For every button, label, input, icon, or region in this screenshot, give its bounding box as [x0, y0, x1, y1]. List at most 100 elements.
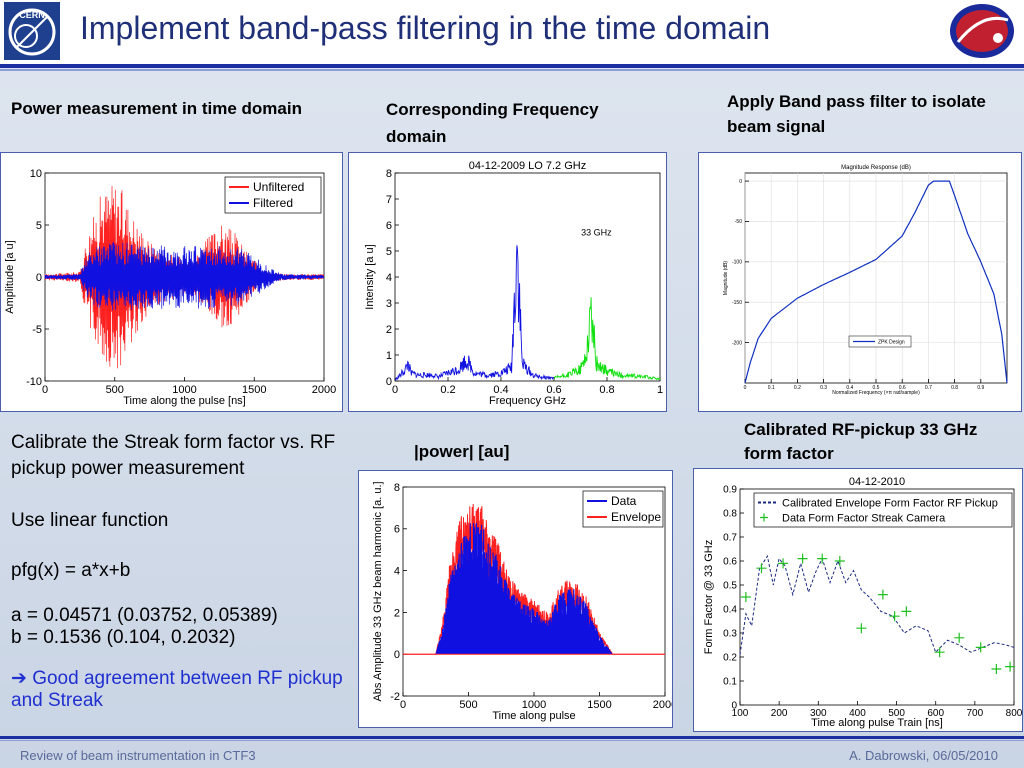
y-tick-label: -5 — [32, 324, 42, 336]
y-tick-label: 6 — [386, 220, 392, 232]
formula-text: pfg(x) = a*x+b — [11, 560, 131, 581]
x-tick-label: 1500 — [242, 384, 266, 396]
series-line-green — [553, 297, 661, 381]
data-point-streak — [817, 553, 828, 564]
legend-swatch — [760, 513, 768, 522]
x-tick-label: 0.6 — [546, 384, 561, 396]
legend-label: Envelope — [611, 510, 661, 524]
x-tick-label: 1000 — [172, 384, 196, 396]
linear-text: Use linear function — [11, 510, 169, 531]
y-tick-label: -2 — [390, 691, 400, 703]
chart-form-factor: 100 200 300 400 500 600 700 800 0 0.1 0.2 0.3 0.4 0.5… — [693, 468, 1023, 732]
caption-power-au: |power| [au] — [414, 442, 510, 461]
calibrate-text: Calibrate the Streak form factor vs. RF … — [11, 432, 336, 479]
y-tick-label: 0.8 — [723, 509, 737, 520]
y-tick-label: 5 — [36, 220, 42, 232]
chart-time-domain-svg: 0 500 1000 1500 2000 -10 -5 0 5 10 Time along the … — [4, 168, 336, 407]
x-tick-label: 0 — [392, 384, 398, 396]
footer-right: A. Dabrowski, 06/05/2010 — [849, 748, 998, 763]
y-axis-label: Intensity [a u] — [364, 244, 376, 309]
y-tick-label: -10 — [26, 376, 42, 388]
legend-box — [582, 490, 664, 528]
legend-label: Filtered — [253, 196, 293, 210]
data-point-streak — [991, 664, 1002, 674]
caption-calibrated: Calibrated RF-pickup 33 GHz form factor — [744, 420, 978, 463]
x-tick-label: 0.9 — [977, 385, 984, 391]
legend-box — [224, 176, 322, 214]
caption-bandpass: Apply Band pass filter to isolate beam s… — [727, 92, 986, 136]
x-tick-label: 1500 — [587, 699, 611, 711]
y-tick-label: 6 — [394, 524, 400, 536]
x-axis-label: Time along pulse Train [ns] — [811, 717, 943, 729]
x-axis-label: Frequency GHz — [489, 395, 566, 407]
y-tick-label: 1 — [386, 350, 392, 362]
y-tick-label: 0.1 — [723, 677, 737, 688]
y-tick-label: 0 — [36, 272, 42, 284]
legend-label: Calibrated Envelope Form Factor RF Picku… — [782, 497, 998, 509]
x-tick-label: 0.7 — [925, 385, 932, 391]
x-tick-label: 0.6 — [899, 385, 906, 391]
x-tick-label: 0 — [744, 385, 747, 391]
agreement-label: Good agreement between RF pickup and Str… — [11, 668, 343, 711]
x-tick-label: 0.5 — [873, 385, 880, 391]
data-point-streak — [856, 623, 867, 634]
x-tick-label: 0 — [42, 384, 48, 396]
x-tick-label: 200 — [771, 708, 788, 719]
y-tick-label: 0.3 — [723, 629, 737, 640]
data-point-streak — [1005, 661, 1016, 672]
chart-title: 04-12-2010 — [849, 476, 905, 488]
y-tick-label: 2 — [386, 324, 392, 336]
y-axis-label: Abs Amplitude 33 GHz beam harmonic [a. u… — [372, 481, 384, 701]
y-tick-label: 0.2 — [723, 653, 737, 664]
chart-time-domain: 0 500 1000 1500 2000 -10 -5 0 5 10 Time along the … — [0, 152, 343, 412]
y-tick-label: -100 — [732, 260, 742, 266]
x-tick-label: 600 — [927, 708, 944, 719]
y-tick-label: 0.7 — [723, 533, 737, 544]
data-point-streak — [797, 553, 808, 564]
data-point-streak — [901, 606, 912, 617]
y-tick-label: 0 — [394, 649, 400, 661]
x-tick-label: 2000 — [312, 384, 336, 396]
x-tick-label: 500 — [106, 384, 124, 396]
data-point-streak — [975, 642, 986, 653]
legend-label: Data Form Factor Streak Camera — [782, 512, 946, 524]
y-tick-label: 5 — [386, 246, 392, 258]
chart-title: Magnitude Response (dB) — [841, 165, 911, 171]
x-tick-label: 0.2 — [794, 385, 801, 391]
data-point-streak — [778, 558, 789, 569]
legend-label: Unfiltered — [253, 180, 304, 194]
cern-logo: CERN — [4, 2, 60, 60]
series-line-zpk — [744, 180, 1008, 384]
x-tick-label: 700 — [967, 708, 984, 719]
y-tick-label: 2 — [394, 607, 400, 619]
y-tick-label: 0.9 — [723, 485, 737, 496]
y-tick-label: 0 — [731, 701, 737, 712]
x-axis-label: Time along pulse — [492, 710, 575, 722]
y-tick-label: 8 — [394, 482, 400, 494]
y-tick-label: 0.4 — [723, 605, 737, 616]
x-tick-label: 400 — [849, 708, 866, 719]
page-title: Implement band-pass filtering in the tim… — [80, 10, 771, 46]
data-point-streak — [934, 647, 945, 658]
x-tick-label: 0.8 — [599, 384, 614, 396]
plot-area — [394, 172, 661, 382]
footer-rule-thin — [0, 740, 1024, 741]
data-point-streak — [740, 592, 751, 602]
annotation-33ghz: 33 GHz — [581, 227, 612, 237]
header-rule-thin — [0, 69, 1024, 71]
header-rule — [0, 64, 1024, 68]
y-tick-label: 8 — [386, 168, 392, 180]
y-axis-label: Magnitude (dB) — [723, 261, 729, 296]
chart-magnitude-response-svg: 0 0.1 0.2 0.3 0.4 0.5 0.6 0.7 0.8 0.9 0 -50 -100 -150… — [723, 165, 1008, 396]
x-tick-label: 0 — [400, 699, 406, 711]
x-tick-label: 0.8 — [951, 385, 958, 391]
x-tick-label: 100 — [732, 708, 749, 719]
y-axis-label: Form Factor @ 33 GHz — [703, 540, 715, 654]
data-point-streak — [877, 589, 888, 600]
x-tick-label: 800 — [1006, 708, 1022, 719]
x-tick-label: 0.3 — [820, 385, 827, 391]
chart-form-factor-svg: 100 200 300 400 500 600 700 800 0 0.1 0.2 0.3 0.4 0.5… — [703, 476, 1023, 729]
ctf3-logo — [948, 2, 1016, 60]
y-tick-label: 0 — [739, 179, 742, 185]
